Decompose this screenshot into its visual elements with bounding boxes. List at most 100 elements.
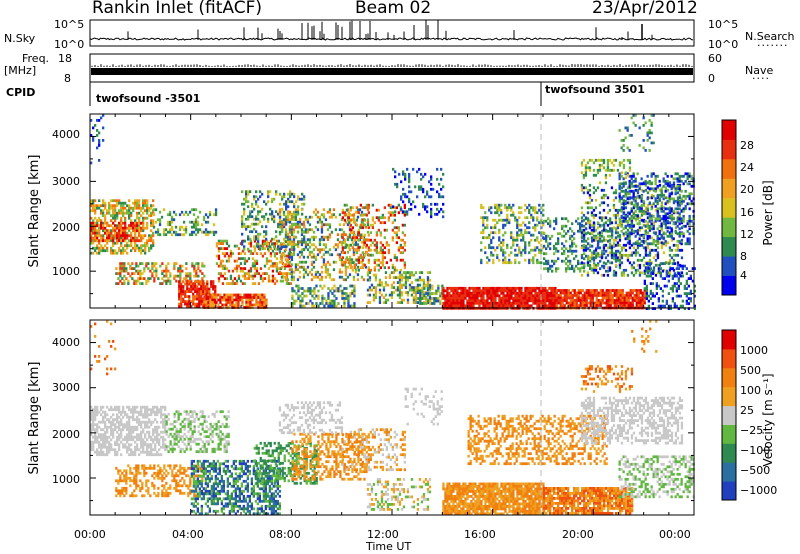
power-cell (92, 139, 95, 142)
power-cell (374, 273, 378, 277)
power-cell (585, 289, 588, 292)
power-cell (255, 244, 259, 248)
power-cell (300, 250, 304, 254)
power-cell (108, 201, 111, 205)
power-cell (324, 265, 328, 269)
power-cell (98, 204, 101, 208)
power-cell (430, 175, 433, 179)
station-title: Rankin Inlet (fitACF) (92, 0, 263, 18)
power-cell (548, 299, 551, 303)
power-cell (312, 260, 316, 264)
power-cell (528, 203, 531, 207)
power-cell (304, 240, 308, 244)
power-cell (596, 236, 600, 240)
power-cell (614, 238, 618, 242)
power-cell (195, 262, 198, 265)
power-cell (243, 222, 246, 226)
power-cell (590, 223, 594, 227)
power-cell (408, 172, 411, 176)
power-cell (426, 276, 430, 279)
power-cell (478, 291, 481, 295)
power-cell (161, 272, 164, 275)
power-cell (500, 286, 503, 290)
power-cell (555, 301, 558, 305)
power-cell (620, 273, 624, 277)
power-cell (147, 277, 150, 280)
power-cell (243, 225, 246, 229)
power-cell (135, 264, 138, 268)
power-cell (122, 236, 125, 240)
power-cell (352, 278, 356, 282)
power-cell (586, 201, 590, 205)
power-cell (492, 253, 495, 257)
power-cell (284, 263, 288, 267)
power-cell (587, 242, 590, 246)
power-cell (203, 301, 206, 304)
power-cell (322, 243, 326, 247)
power-cell (419, 302, 422, 305)
power-cell (176, 233, 180, 237)
power-cell (460, 301, 463, 305)
power-cell (582, 263, 586, 267)
power-cell (286, 243, 290, 247)
power-cell (181, 269, 184, 273)
power-cell (482, 206, 485, 210)
power-cell (456, 286, 459, 290)
power-cell (609, 301, 612, 305)
power-cell (502, 286, 505, 290)
power-cell (227, 257, 231, 260)
nave-legend-dots: ···· (752, 72, 770, 85)
power-cell (648, 258, 652, 262)
power-cell (366, 271, 370, 274)
power-cell (92, 239, 95, 243)
power-cell (243, 267, 247, 270)
power-cell (642, 223, 646, 227)
power-cell (343, 213, 346, 217)
power-cell (120, 216, 123, 220)
power-cell (635, 291, 638, 295)
power-cell (253, 259, 257, 263)
power-cell (616, 256, 620, 260)
power-cell (610, 256, 614, 260)
power-cell (544, 286, 547, 290)
power-cell (498, 218, 501, 222)
power-cell (108, 229, 111, 233)
power-cell (106, 224, 109, 228)
power-cell (100, 236, 103, 240)
power-cell (446, 294, 449, 298)
power-cell (357, 268, 360, 272)
power-cell (381, 251, 384, 255)
power-cell (557, 299, 560, 302)
power-cell (632, 198, 636, 202)
power-cell (229, 296, 232, 299)
power-cell (219, 272, 223, 275)
power-cell (464, 304, 467, 308)
power-cell (225, 296, 228, 299)
power-cell (588, 248, 592, 252)
power-cell (185, 277, 188, 280)
power-cell (94, 239, 97, 243)
power-cell (206, 230, 210, 234)
power-cell (573, 289, 576, 292)
nave-tick-top: 60 (708, 52, 722, 65)
power-cell (548, 296, 551, 300)
power-cell (425, 297, 428, 300)
power-cell (115, 267, 118, 270)
power-cell (587, 247, 590, 251)
power-cell (207, 293, 210, 297)
power-cell (142, 221, 145, 225)
power-cell (534, 294, 537, 298)
power-cell (458, 299, 461, 303)
power-cell (393, 226, 396, 230)
power-cell (292, 270, 296, 274)
power-cell (239, 279, 243, 283)
power-cell (404, 177, 407, 181)
power-cell (466, 301, 469, 305)
power-cell (296, 278, 300, 282)
power-cell (371, 253, 374, 257)
power-cell (327, 287, 330, 290)
power-cell (500, 203, 503, 207)
power-cell (518, 299, 521, 303)
power-cell (243, 212, 246, 216)
power-cell (638, 253, 642, 257)
